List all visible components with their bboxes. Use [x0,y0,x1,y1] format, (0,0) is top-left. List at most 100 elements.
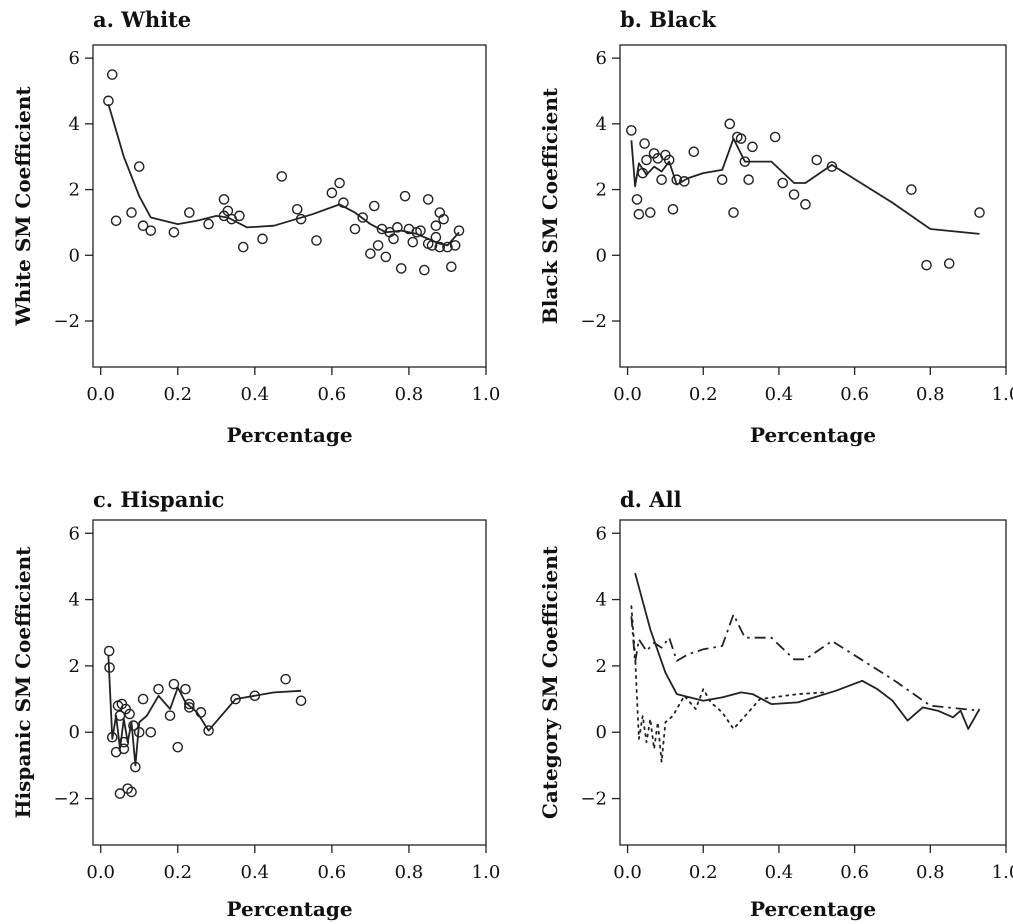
x-tick-label: 0.0 [86,384,115,405]
data-point [419,264,430,276]
data-point [106,69,118,80]
y-tick-label: 0 [596,245,607,266]
y-axis-title: Hispanic SM Coefficient [11,546,35,819]
data-point [743,174,754,186]
data-point [184,207,195,218]
y-tick-label: 4 [69,590,80,611]
data-point [234,210,245,222]
chart-title: b. Black [620,7,716,32]
data-point [392,222,403,233]
chart-title: c. Hispanic [93,487,224,512]
y-tick-label: 4 [596,114,607,135]
data-point [126,786,137,798]
data-point [203,218,214,230]
data-point [788,189,800,200]
data-point [626,125,637,136]
chart-title: d. All [620,487,682,512]
data-point [137,693,149,705]
data-point [291,203,303,215]
data-point [388,233,399,245]
data-point [237,241,249,253]
x-tick-label: 1.0 [992,862,1013,883]
data-point [257,233,268,245]
y-tick-label: 0 [69,245,80,266]
data-point [688,146,700,158]
y-tick-label: 0 [596,722,607,743]
series-line-solid [107,103,460,247]
data-point [641,154,652,166]
data-point [735,133,747,144]
data-point [633,208,645,220]
data-point [442,241,453,253]
y-axis-title: White SM Coefficient [11,86,35,327]
y-tick-label: 6 [69,523,80,544]
chart-panel-1: a. White 0.0 0.2 0.4 0.6 0.8 1.0 −2 0 2 4 6 Percenta… [11,7,500,447]
y-tick-label: 2 [596,656,607,677]
data-point [434,241,446,253]
x-tick-label: 1.0 [472,384,501,405]
data-point [168,226,180,238]
data-point [180,683,191,695]
x-tick-label: 0.4 [765,862,794,883]
data-point [145,225,157,236]
data-point [446,261,457,273]
chart-panel-3: c. Hispanic 0.0 0.2 0.4 0.6 0.8 1.0 −2 0 2 4 6 Perce… [11,487,500,921]
data-point [716,174,728,186]
series-line-solid-thick [634,572,981,730]
data-point [974,207,985,218]
y-tick-label: 4 [596,590,607,611]
y-tick-label: 6 [596,48,607,69]
data-point [395,263,407,274]
data-point [372,240,384,251]
y-axis-title: Category SM Coefficient [538,545,562,819]
data-point [295,695,307,707]
data-point [276,171,288,182]
chart-title: a. White [93,7,191,32]
data-point [430,220,442,232]
data-point [137,220,149,232]
plot-frame [619,519,1007,846]
data-point [124,708,135,720]
y-tick-label: 2 [69,180,80,201]
x-tick-label: 0.4 [241,384,270,405]
data-point [656,174,667,186]
data-point [365,248,376,259]
data-point [728,207,739,218]
x-axis-title: Percentage [750,897,876,921]
data-point [407,236,419,248]
data-point [747,141,758,153]
data-point [769,131,781,143]
x-tick-label: 0.4 [241,862,270,883]
x-tick-label: 0.2 [163,862,192,883]
data-point [110,215,122,227]
y-tick-label: 4 [69,114,80,135]
x-tick-label: 0.6 [318,862,347,883]
x-axis-title: Percentage [750,423,876,447]
data-point [334,177,345,189]
data-point [145,726,157,738]
data-point [777,177,789,189]
data-point [667,203,679,215]
plot-frame [619,44,1007,368]
data-point [811,154,823,166]
x-tick-label: 0.2 [689,862,718,883]
plot-frame [92,519,487,846]
data-point [103,95,114,107]
x-tick-label: 0.0 [86,862,115,883]
data-point [422,194,434,205]
y-tick-label: 2 [69,656,80,677]
x-tick-label: 1.0 [992,384,1013,405]
data-point [453,225,465,236]
y-axis-title: Black SM Coefficient [538,87,562,324]
y-tick-label: −2 [580,789,607,810]
data-point [203,725,214,736]
x-tick-label: 0.4 [765,384,794,405]
data-point [380,251,392,263]
data-point [164,710,176,721]
chart-panel-2: b. Black 0.0 0.2 0.4 0.6 0.8 1.0 −2 0 2 4 6 Percenta… [538,7,1013,447]
x-tick-label: 0.2 [163,384,192,405]
data-point [133,161,145,172]
y-tick-label: 6 [69,48,80,69]
data-point [906,184,917,195]
